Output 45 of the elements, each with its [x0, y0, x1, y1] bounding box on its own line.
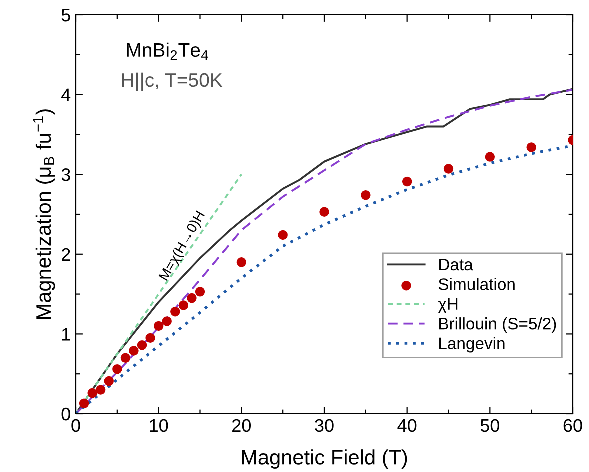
point	[162, 316, 172, 326]
legend-label: Langevin	[440, 337, 505, 353]
y-tick-label: 1	[62, 328, 70, 341]
point	[170, 306, 180, 317]
legend-label: Brillouin (S=5/2)	[440, 318, 556, 334]
legend-label: χH	[438, 298, 458, 314]
point	[88, 388, 98, 398]
y-axis-title: Magnetization (μ$_{B}$ fu$^{−1}$)	[33, 110, 56, 320]
point	[178, 300, 189, 310]
point	[195, 287, 206, 297]
point	[129, 346, 139, 356]
x-tick-label: 0	[72, 419, 80, 432]
x-tick-label: 60	[564, 419, 582, 432]
point	[104, 376, 114, 386]
annotation: H||c, T=50K	[122, 72, 223, 92]
legend-label: Data	[440, 259, 474, 271]
point	[154, 321, 164, 332]
point	[96, 385, 106, 395]
point	[361, 190, 371, 200]
y-tick-label: 5	[62, 9, 70, 22]
point	[236, 258, 247, 268]
legend-label: Simulation	[438, 278, 515, 290]
x-tick-label: 10	[150, 419, 168, 432]
point	[278, 230, 288, 240]
annotation: MnBi$_{2}$Te$_{4}$	[127, 42, 208, 60]
point	[485, 152, 496, 162]
point	[137, 340, 148, 350]
x-tick-label: 40	[398, 419, 417, 432]
x-axis-title: Magnetic Field (T)	[242, 450, 408, 469]
point	[402, 176, 412, 187]
y-tick-label: 3	[62, 168, 70, 182]
y-tick-label: 0	[62, 408, 70, 421]
point	[444, 164, 454, 174]
x-tick-label: 20	[232, 419, 252, 432]
point	[146, 333, 156, 344]
point	[187, 293, 197, 304]
point	[320, 207, 330, 217]
y-tick-label: 2	[62, 248, 70, 261]
point	[79, 398, 90, 408]
point	[526, 142, 536, 152]
y-tick-label: 4	[62, 88, 71, 102]
x-tick-label: 50	[480, 419, 500, 432]
point	[112, 364, 122, 374]
point	[120, 353, 131, 363]
x-tick-label: 30	[315, 419, 334, 432]
